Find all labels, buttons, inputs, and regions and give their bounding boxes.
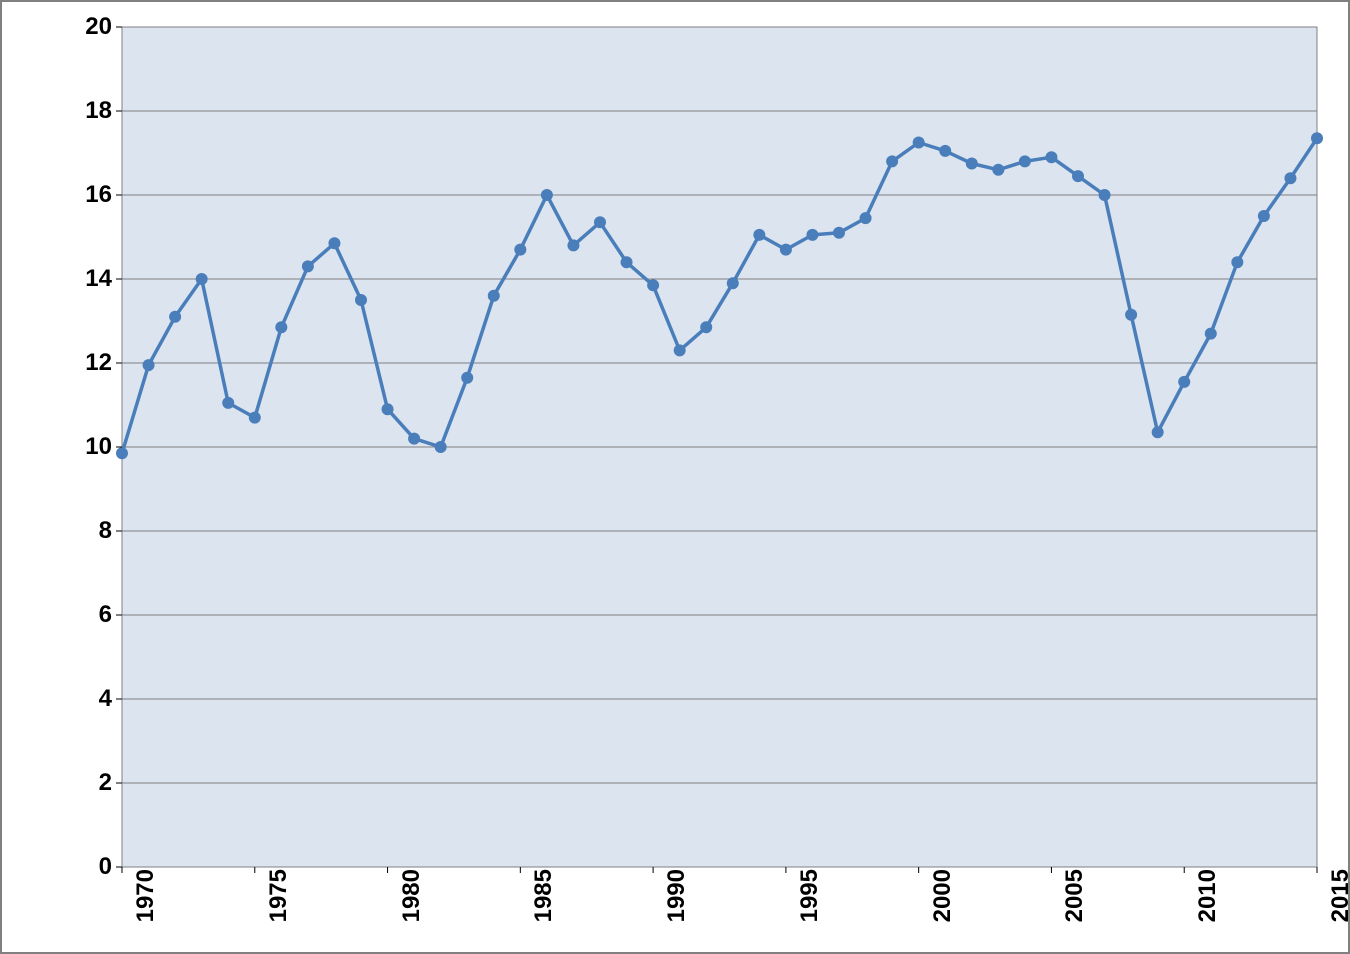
x-tick-label: 1990 xyxy=(663,869,691,939)
x-tick-label: 2010 xyxy=(1194,869,1222,939)
y-tick-label: 18 xyxy=(52,97,112,125)
x-tick-label: 2000 xyxy=(929,869,957,939)
y-tick-label: 8 xyxy=(52,517,112,545)
y-tick-label: 10 xyxy=(52,433,112,461)
y-tick-label: 4 xyxy=(52,685,112,713)
y-tick-label: 20 xyxy=(52,13,112,41)
x-tick-label: 1975 xyxy=(265,869,293,939)
x-tick-label: 1995 xyxy=(796,869,824,939)
x-tick-label: 1980 xyxy=(398,869,426,939)
x-tick-label: 2005 xyxy=(1061,869,1089,939)
x-tick-label: 1985 xyxy=(530,869,558,939)
y-tick-label: 2 xyxy=(52,769,112,797)
y-tick-label: 6 xyxy=(52,601,112,629)
chart-plot-area xyxy=(122,27,1317,867)
x-tick-label: 1970 xyxy=(132,869,160,939)
chart-container: Light Vehicle Sales (Millions) 024681012… xyxy=(0,0,1350,954)
y-tick-label: 14 xyxy=(52,265,112,293)
x-tick-label: 2015 xyxy=(1327,869,1350,939)
y-tick-label: 16 xyxy=(52,181,112,209)
y-tick-label: 12 xyxy=(52,349,112,377)
y-tick-label: 0 xyxy=(52,853,112,881)
